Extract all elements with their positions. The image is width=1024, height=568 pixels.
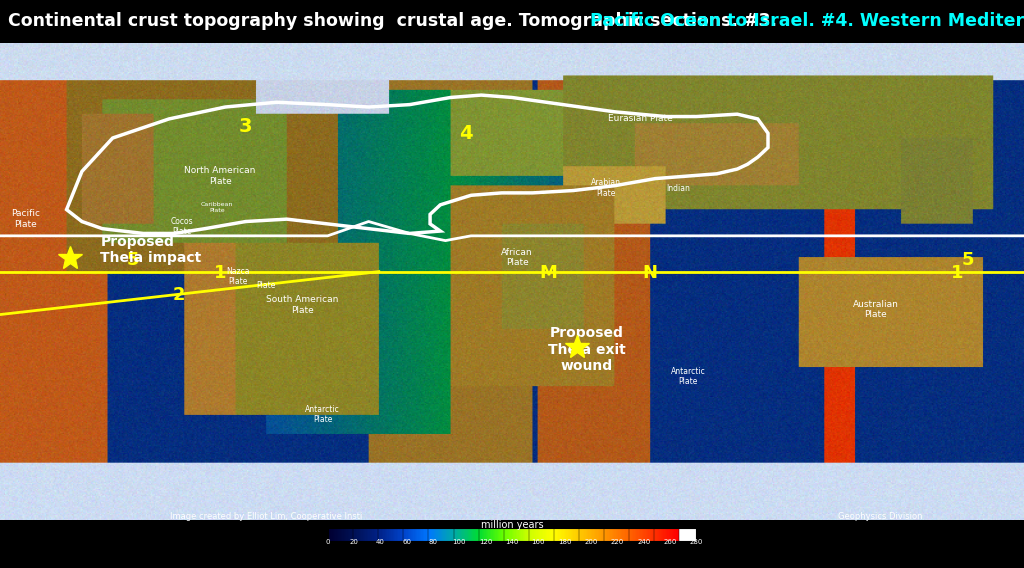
- Text: 260: 260: [664, 540, 677, 545]
- Text: 280: 280: [689, 540, 703, 545]
- Text: Australian
Plate: Australian Plate: [853, 300, 898, 319]
- Text: Pacific Ocean to Israel. #4. Western Mediterranean  to Japan.: Pacific Ocean to Israel. #4. Western Med…: [590, 12, 1024, 30]
- Text: Eurasian Plate: Eurasian Plate: [607, 114, 673, 123]
- Text: https://www.age-of-the-sage.org/tectonic_plates/boundaries_boundary_types.html: https://www.age-of-the-sage.org/tectonic…: [333, 558, 630, 565]
- Text: 100: 100: [453, 540, 466, 545]
- Text: 1: 1: [951, 264, 964, 282]
- Text: Cocos
Plate: Cocos Plate: [171, 216, 194, 236]
- Text: Image created by Elliot Lim, Cooperative Institute for Research in Environmental: Image created by Elliot Lim, Cooperative…: [153, 549, 810, 556]
- Text: 3: 3: [239, 116, 253, 136]
- Text: 5: 5: [962, 250, 974, 269]
- Text: Pacific
Plate: Pacific Plate: [11, 210, 40, 229]
- Text: 120: 120: [479, 540, 493, 545]
- Text: 200: 200: [585, 540, 598, 545]
- Text: Antarctic
Plate: Antarctic Plate: [671, 367, 706, 386]
- Text: Arabian
Plate: Arabian Plate: [591, 178, 622, 198]
- Text: Antarctic
Plate: Antarctic Plate: [305, 405, 340, 424]
- Text: Image created by Elliot Lim, Cooperative Insti: Image created by Elliot Lim, Cooperative…: [170, 512, 362, 521]
- Text: 1: 1: [214, 264, 226, 282]
- Text: 80: 80: [428, 540, 437, 545]
- Text: 60: 60: [402, 540, 412, 545]
- Text: 2: 2: [173, 286, 185, 304]
- Text: 20: 20: [349, 540, 358, 545]
- Text: South American
Plate: South American Plate: [266, 295, 338, 315]
- Text: 220: 220: [610, 540, 624, 545]
- Text: 0: 0: [326, 540, 330, 545]
- Text: Proposed
Theia exit
wound: Proposed Theia exit wound: [548, 327, 626, 373]
- Text: M: M: [539, 264, 557, 282]
- Text: N: N: [643, 264, 657, 282]
- Text: million years: million years: [480, 520, 544, 530]
- Text: Indian: Indian: [666, 183, 690, 193]
- Text: Nazca
Plate: Nazca Plate: [226, 267, 249, 286]
- Text: 51: 51: [994, 548, 1017, 566]
- Text: 5: 5: [127, 250, 139, 269]
- Text: Geophysics Division: Geophysics Division: [839, 512, 923, 521]
- Text: Continental crust topography showing  crustal age. Tomographic sections. #3.: Continental crust topography showing cru…: [8, 12, 783, 30]
- Text: 4: 4: [459, 124, 473, 143]
- Text: 140: 140: [505, 540, 519, 545]
- Text: 160: 160: [531, 540, 545, 545]
- Text: Plate: Plate: [257, 281, 275, 290]
- Text: Proposed
Theia impact: Proposed Theia impact: [100, 235, 202, 265]
- Text: Caribbean
Plate: Caribbean Plate: [201, 202, 233, 212]
- Text: North American
Plate: North American Plate: [184, 166, 256, 186]
- Text: 240: 240: [637, 540, 650, 545]
- Text: 40: 40: [376, 540, 385, 545]
- Text: 180: 180: [558, 540, 571, 545]
- Text: African
Plate: African Plate: [502, 248, 532, 267]
